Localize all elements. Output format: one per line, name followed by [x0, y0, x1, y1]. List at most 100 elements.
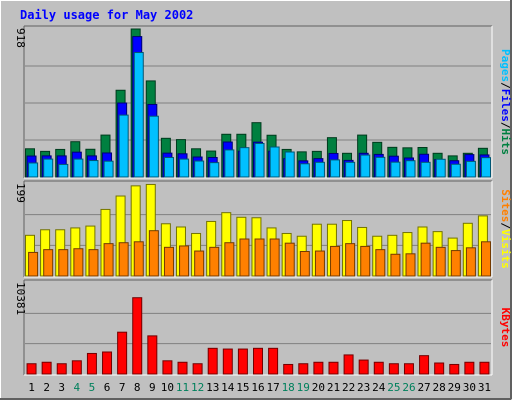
bar-sites-day-31: [481, 241, 491, 277]
x-tick-label: 3: [58, 381, 65, 394]
bar-sites-day-7: [118, 242, 129, 277]
bar-kbytes-day-26: [403, 363, 414, 375]
x-tick-label: 17: [266, 381, 279, 394]
bar-sites-day-3: [58, 249, 69, 277]
legend-pages: Pages: [499, 49, 512, 82]
x-tick-label: 5: [89, 381, 96, 394]
bar-sites-day-6: [103, 243, 114, 277]
bar-kbytes-day-11: [177, 361, 188, 375]
bar-pages-day-16: [254, 142, 265, 178]
legend-files: Files: [499, 89, 512, 122]
bar-kbytes-day-7: [117, 331, 128, 375]
x-tick-label: 9: [149, 381, 156, 394]
bar-pages-day-10: [163, 156, 174, 178]
legend-sites: Sites: [499, 189, 512, 222]
bar-pages-day-23: [360, 154, 371, 178]
bar-kbytes-day-20: [313, 361, 324, 375]
bar-pages-day-19: [299, 163, 310, 178]
x-tick-label: 16: [251, 381, 264, 394]
bar-kbytes-day-12: [192, 363, 203, 375]
bar-pages-day-13: [209, 162, 220, 178]
bar-pages-day-26: [405, 160, 416, 178]
x-tick-label: 18: [282, 381, 295, 394]
bar-kbytes-day-25: [388, 363, 399, 375]
bar-pages-day-29: [450, 163, 461, 178]
bar-kbytes-day-6: [102, 351, 113, 375]
bar-pages-day-6: [103, 160, 114, 178]
bar-kbytes-day-27: [419, 355, 430, 375]
bar-sites-day-9: [148, 230, 159, 277]
bar-kbytes-day-24: [373, 361, 384, 375]
legend-hits: Hits: [499, 129, 512, 156]
bar-sites-day-23: [360, 245, 371, 277]
bar-kbytes-day-15: [237, 348, 248, 375]
x-tick-label: 8: [134, 381, 141, 394]
bar-pages-day-14: [224, 149, 235, 178]
bar-kbytes-day-13: [207, 347, 218, 375]
bar-kbytes-day-14: [222, 348, 233, 375]
panel-legend: Pages/Files/Hits: [499, 49, 512, 155]
bar-kbytes-day-8: [132, 297, 143, 375]
bar-kbytes-day-21: [328, 361, 339, 375]
bar-kbytes-day-30: [464, 361, 475, 375]
bar-pages-day-5: [88, 160, 99, 178]
bar-pages-day-2: [43, 158, 54, 178]
panel-visits-sites: 199 Sites/Visits: [14, 180, 512, 278]
bar-pages-day-4: [73, 158, 84, 178]
bar-pages-day-12: [194, 160, 205, 178]
bar-sites-day-24: [375, 249, 386, 277]
panel-kbytes: 10381 KBytes: [14, 279, 512, 376]
x-tick-label: 7: [119, 381, 126, 394]
bar-kbytes-day-31: [479, 361, 490, 375]
x-tick-label: 21: [327, 381, 340, 394]
legend-visits: Visits: [499, 229, 512, 269]
x-tick-label: 1: [28, 381, 35, 394]
x-tick-label: 13: [206, 381, 219, 394]
y-max-label: 918: [14, 28, 27, 48]
x-tick-label: 10: [161, 381, 174, 394]
x-tick-label: 27: [417, 381, 430, 394]
x-tick-label: 19: [297, 381, 310, 394]
bar-pages-day-1: [28, 162, 39, 178]
bar-pages-day-27: [420, 161, 431, 178]
bar-pages-day-24: [375, 156, 386, 178]
bar-sites-day-10: [163, 246, 174, 277]
bar-pages-day-21: [330, 159, 341, 178]
bar-pages-day-30: [465, 160, 476, 178]
y-max-label: 10381: [14, 282, 27, 315]
bar-sites-day-21: [330, 245, 341, 277]
x-tick-label: 25: [387, 381, 400, 394]
bar-sites-day-28: [435, 246, 446, 277]
bar-sites-day-19: [299, 250, 310, 277]
bar-kbytes-day-17: [268, 347, 279, 375]
bar-sites-day-13: [209, 246, 220, 277]
bar-sites-day-20: [314, 250, 325, 277]
bar-kbytes-day-22: [343, 354, 354, 375]
bar-kbytes-day-28: [434, 362, 445, 375]
legend-separator: /: [499, 122, 512, 129]
bar-kbytes-day-1: [26, 363, 37, 375]
series-pages: [28, 52, 491, 178]
bar-pages-day-18: [284, 151, 295, 178]
x-tick-label: 12: [191, 381, 204, 394]
bar-sites-day-4: [73, 248, 84, 277]
bar-pages-day-15: [239, 147, 250, 178]
bar-sites-day-18: [284, 242, 295, 277]
series-sites: [28, 230, 491, 277]
legend-separator: /: [499, 82, 512, 89]
bar-kbytes-day-9: [147, 335, 158, 375]
y-max-label: 199: [14, 183, 27, 203]
bar-sites-day-25: [390, 253, 401, 277]
bar-sites-day-16: [254, 238, 265, 277]
bar-pages-day-3: [58, 163, 69, 178]
legend-kbytes: KBytes: [499, 308, 512, 348]
bar-sites-day-22: [345, 243, 356, 277]
bar-sites-day-27: [420, 242, 431, 277]
bar-pages-day-8: [133, 52, 144, 178]
bar-kbytes-day-10: [162, 360, 173, 375]
bar-sites-day-5: [88, 249, 99, 277]
x-tick-label: 24: [372, 381, 386, 394]
